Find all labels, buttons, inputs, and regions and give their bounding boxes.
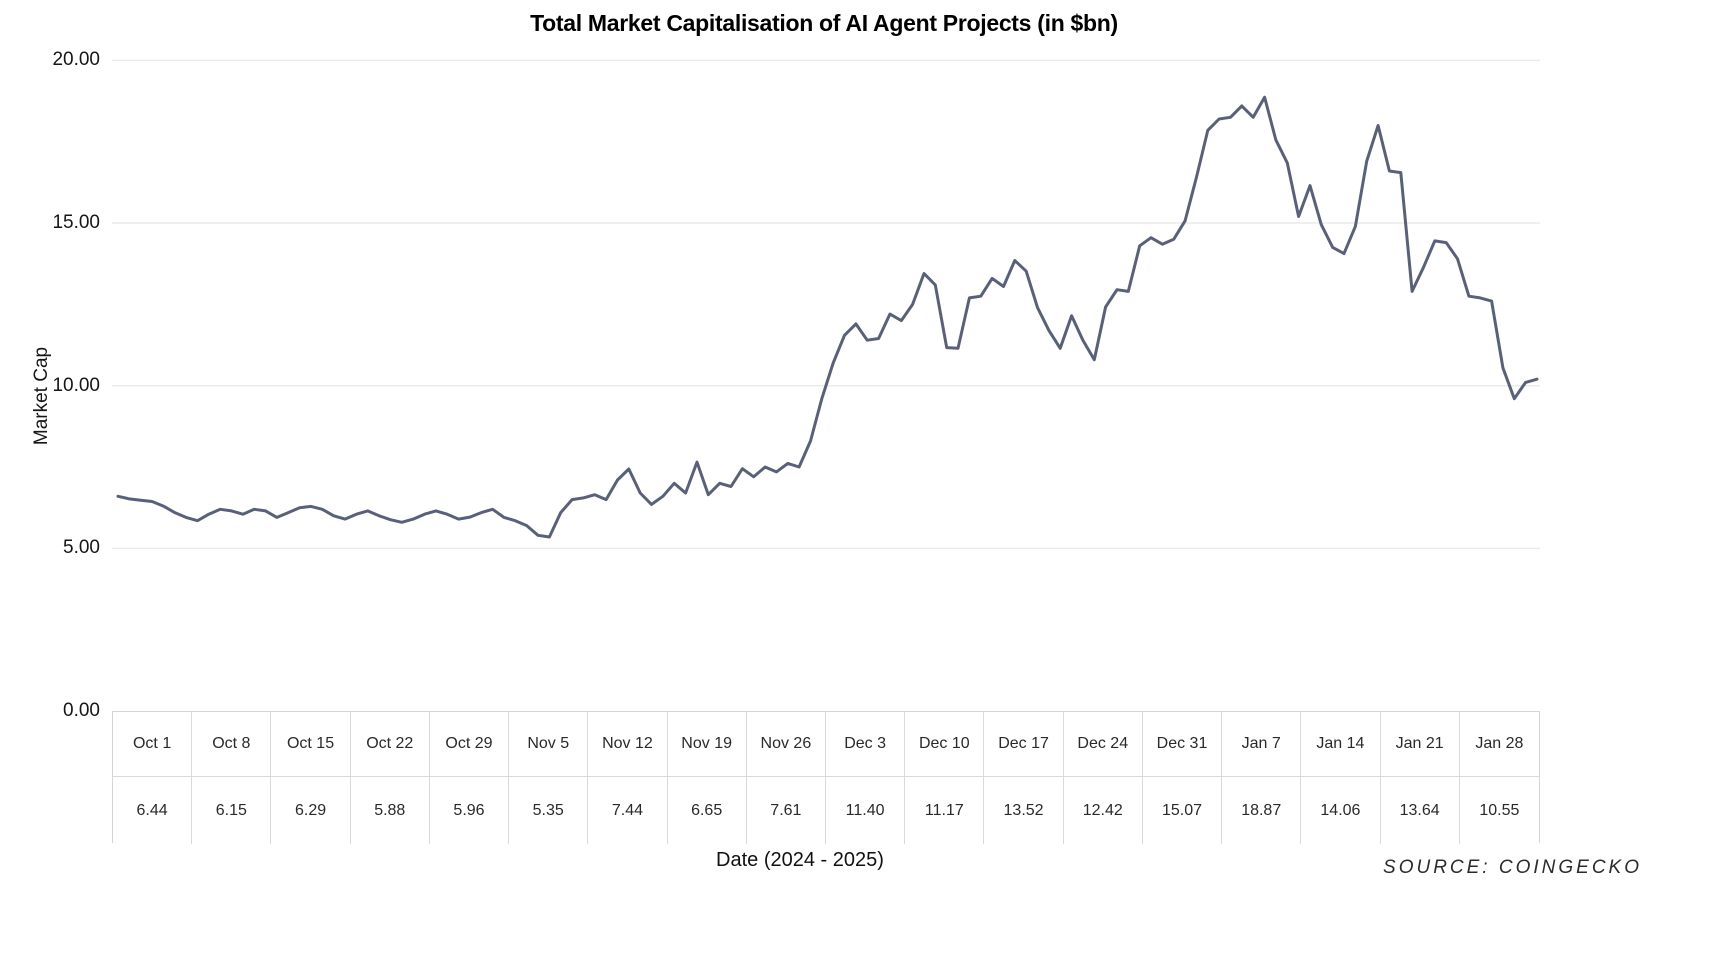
table-value-cell: 11.17 — [905, 777, 985, 844]
table-value-cell: 6.29 — [271, 777, 351, 844]
chart-title: Total Market Capitalisation of AI Agent … — [530, 10, 1118, 36]
x-axis-title: Date (2024 - 2025) — [716, 849, 884, 871]
y-tick-label: 0.00 — [63, 700, 100, 721]
table-value-cell: 15.07 — [1142, 777, 1223, 844]
table-date-cell: Jan 28 — [1459, 712, 1539, 777]
table-date-cell: Jan 7 — [1222, 712, 1302, 777]
table-value-cell: 5.88 — [350, 777, 430, 844]
table-date-cell: Dec 3 — [825, 712, 906, 777]
table-date-cell: Oct 22 — [350, 712, 430, 777]
table-value-cell: 12.42 — [1063, 777, 1143, 844]
source-note: SOURCE: COINGECKO — [1383, 857, 1642, 878]
table-value-cell: 6.44 — [113, 777, 193, 844]
table-date-cell: Dec 31 — [1142, 712, 1223, 777]
table-value-cell: 10.55 — [1459, 777, 1539, 844]
market-cap-line — [116, 95, 1539, 539]
y-axis-title: Market Cap — [31, 346, 52, 446]
table-date-cell: Oct 8 — [192, 712, 272, 777]
table-value-cell: 7.61 — [746, 777, 826, 844]
table-date-cell: Dec 10 — [905, 712, 985, 777]
y-tick-label: 20.00 — [52, 49, 100, 71]
table-value-cell: 6.15 — [192, 777, 272, 844]
table-date-cell: Oct 1 — [113, 712, 193, 777]
table-value-cell: 13.64 — [1380, 777, 1460, 844]
weekly-data-table: Oct 1 6.44 Oct 8 6.15 Oct 15 6.29 Oct 22 5.88 Oc… — [112, 711, 1540, 844]
y-tick-label: 10.00 — [52, 374, 100, 396]
table-date-cell: Nov 26 — [746, 712, 826, 777]
y-tick-label: 5.00 — [63, 537, 100, 559]
table-date-cell: Oct 29 — [429, 712, 510, 777]
table-value-cell: 5.96 — [429, 777, 510, 844]
table-date-cell: Oct 15 — [271, 712, 351, 777]
table-value-cell: 13.52 — [984, 777, 1064, 844]
table-value-cell: 18.87 — [1222, 777, 1302, 844]
y-tick-label: 15.00 — [52, 212, 100, 233]
table-date-cell: Nov 19 — [667, 712, 747, 777]
table-value-cell: 5.35 — [509, 777, 589, 844]
line-chart — [112, 59, 1540, 550]
table-date-cell: Dec 24 — [1063, 712, 1143, 777]
table-date-cell: Jan 21 — [1380, 712, 1460, 777]
table-value-cell: 14.06 — [1301, 777, 1381, 844]
table-value-cell: 6.65 — [667, 777, 747, 844]
table-value-cell: 7.44 — [588, 777, 668, 844]
table-date-cell: Nov 5 — [509, 712, 589, 777]
table-date-cell: Dec 17 — [984, 712, 1064, 777]
table-date-cell: Nov 12 — [588, 712, 668, 777]
table-date-cell: Jan 14 — [1301, 712, 1381, 777]
table-value-cell: 11.40 — [825, 777, 906, 844]
